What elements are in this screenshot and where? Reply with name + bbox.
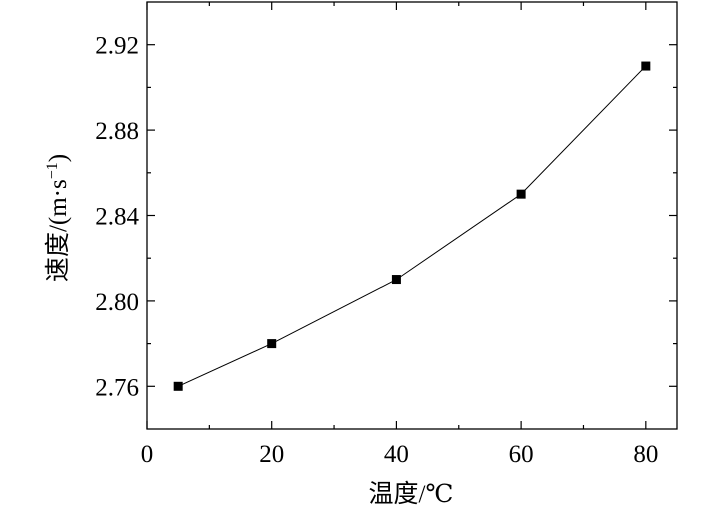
x-tick-label: 40: [384, 441, 409, 468]
x-tick-label: 60: [509, 441, 534, 468]
x-tick-label: 80: [633, 441, 658, 468]
data-point: [173, 381, 183, 391]
plot-border: [146, 1, 678, 430]
data-point: [641, 61, 651, 71]
y-tick-label: 2.76: [95, 374, 139, 401]
y-tick-label: 2.88: [95, 118, 139, 145]
series-line: [177, 65, 647, 387]
plot-frame: [146, 1, 678, 430]
data-point: [516, 189, 526, 199]
axis-ticks: 0 20 40 60 80 2.76 2.80 2.84 2.88 2.92: [95, 2, 677, 468]
data-point: [391, 275, 401, 285]
data-point: [267, 339, 277, 349]
y-tick-label: 2.80: [95, 289, 139, 316]
y-axis-label-main: 速度/(m·s: [44, 179, 72, 282]
x-tick-label: 20: [259, 441, 284, 468]
y-axis-label: 速度/(m·s−1): [44, 154, 72, 282]
x-tick-label: 0: [141, 441, 154, 468]
y-tick-label: 2.92: [95, 33, 139, 60]
y-tick-label: 2.84: [95, 204, 139, 231]
series-layer: [173, 61, 651, 391]
y-axis-label-sup: −1: [44, 162, 61, 179]
y-axis-label-tail: ): [45, 154, 72, 162]
x-axis-label: 温度/℃: [369, 480, 454, 508]
